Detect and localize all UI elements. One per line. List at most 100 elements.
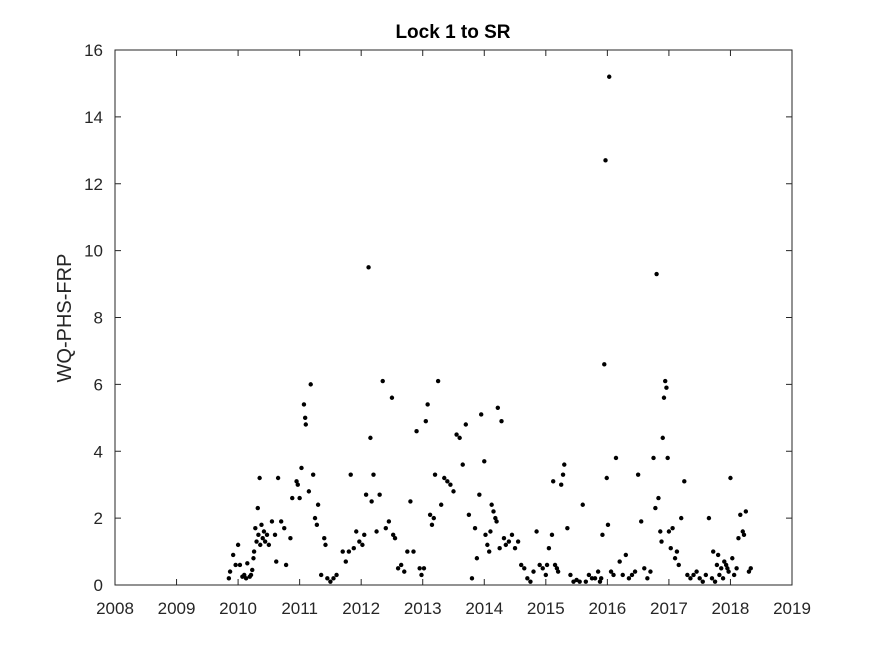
data-point [248,572,254,578]
data-point [392,535,398,541]
data-point [632,569,638,574]
data-point [442,475,447,481]
x-tick-label: 2009 [158,599,196,618]
x-tick-label: 2014 [465,599,503,618]
data-point [429,522,435,528]
y-tick-label: 4 [94,442,103,461]
data-point [245,561,250,566]
data-point [720,576,726,581]
data-point [402,569,407,574]
data-point [340,549,345,554]
data-point [257,475,262,481]
data-point [460,462,465,467]
data-point [565,525,570,531]
data-point [629,572,635,578]
data-point [463,422,469,427]
data-point [432,472,438,477]
data-point [666,529,672,534]
x-tick-label: 2011 [281,599,318,618]
data-point [389,395,395,400]
data-point [503,542,509,548]
data-point [648,569,653,574]
data-point [658,529,663,534]
data-point [275,475,281,481]
data-point [661,395,667,400]
data-point [405,549,410,554]
data-point [605,522,611,528]
data-point [670,525,675,531]
data-point [586,572,592,578]
data-point [386,519,392,524]
data-point [653,505,658,511]
data-point [325,576,330,581]
data-point [515,539,521,544]
data-point [525,576,530,581]
y-tick-label: 12 [84,175,103,194]
data-point [555,569,561,574]
data-point [659,539,664,544]
data-point [243,576,249,581]
data-point [697,576,702,581]
data-point [706,515,712,521]
data-point [448,482,453,487]
data-point [351,546,356,551]
data-point [546,546,552,551]
plot-area [114,49,793,586]
y-tick-label: 14 [84,108,103,127]
data-point [303,422,308,427]
data-point [688,576,693,581]
data-point [711,549,716,554]
data-point [411,549,416,554]
data-point [537,562,542,568]
data-point [322,535,327,541]
data-point [611,572,616,578]
data-point [301,402,307,407]
data-point [663,378,668,384]
data-point [297,495,302,501]
data-point [264,532,270,538]
data-point [369,499,374,504]
data-point [323,542,328,548]
data-point [645,576,650,581]
data-point [497,546,502,551]
data-point [741,532,747,538]
data-point [488,529,493,534]
data-point [559,482,564,487]
data-point [519,562,524,568]
y-tick-label: 6 [94,375,103,394]
data-point [390,532,396,538]
data-point [506,539,512,544]
data-point [656,495,661,501]
data-point [250,567,255,573]
data-point [308,382,313,387]
data-point [617,559,622,564]
data-point [288,535,293,541]
data-point [331,576,336,581]
data-point [269,519,275,524]
data-point [274,559,279,564]
data-point [315,502,321,507]
data-point [664,385,669,390]
data-point [354,529,359,534]
data-point [580,502,585,507]
data-point [346,549,352,554]
x-tick-label: 2015 [527,599,565,618]
data-point [283,562,289,568]
data-point [421,566,427,571]
data-point [665,455,670,461]
data-point [290,495,295,501]
data-point [328,579,333,584]
data-point [395,566,401,571]
data-point [551,479,556,484]
data-point [736,535,741,541]
data-point [318,572,324,578]
data-point [715,552,721,558]
data-point [482,459,487,464]
y-tick-label: 2 [94,509,103,528]
data-point [302,415,308,421]
data-point [623,552,629,558]
data-point [472,525,478,531]
data-point [368,435,373,441]
y-axis-label: WQ-PHS-FRP [54,254,76,383]
